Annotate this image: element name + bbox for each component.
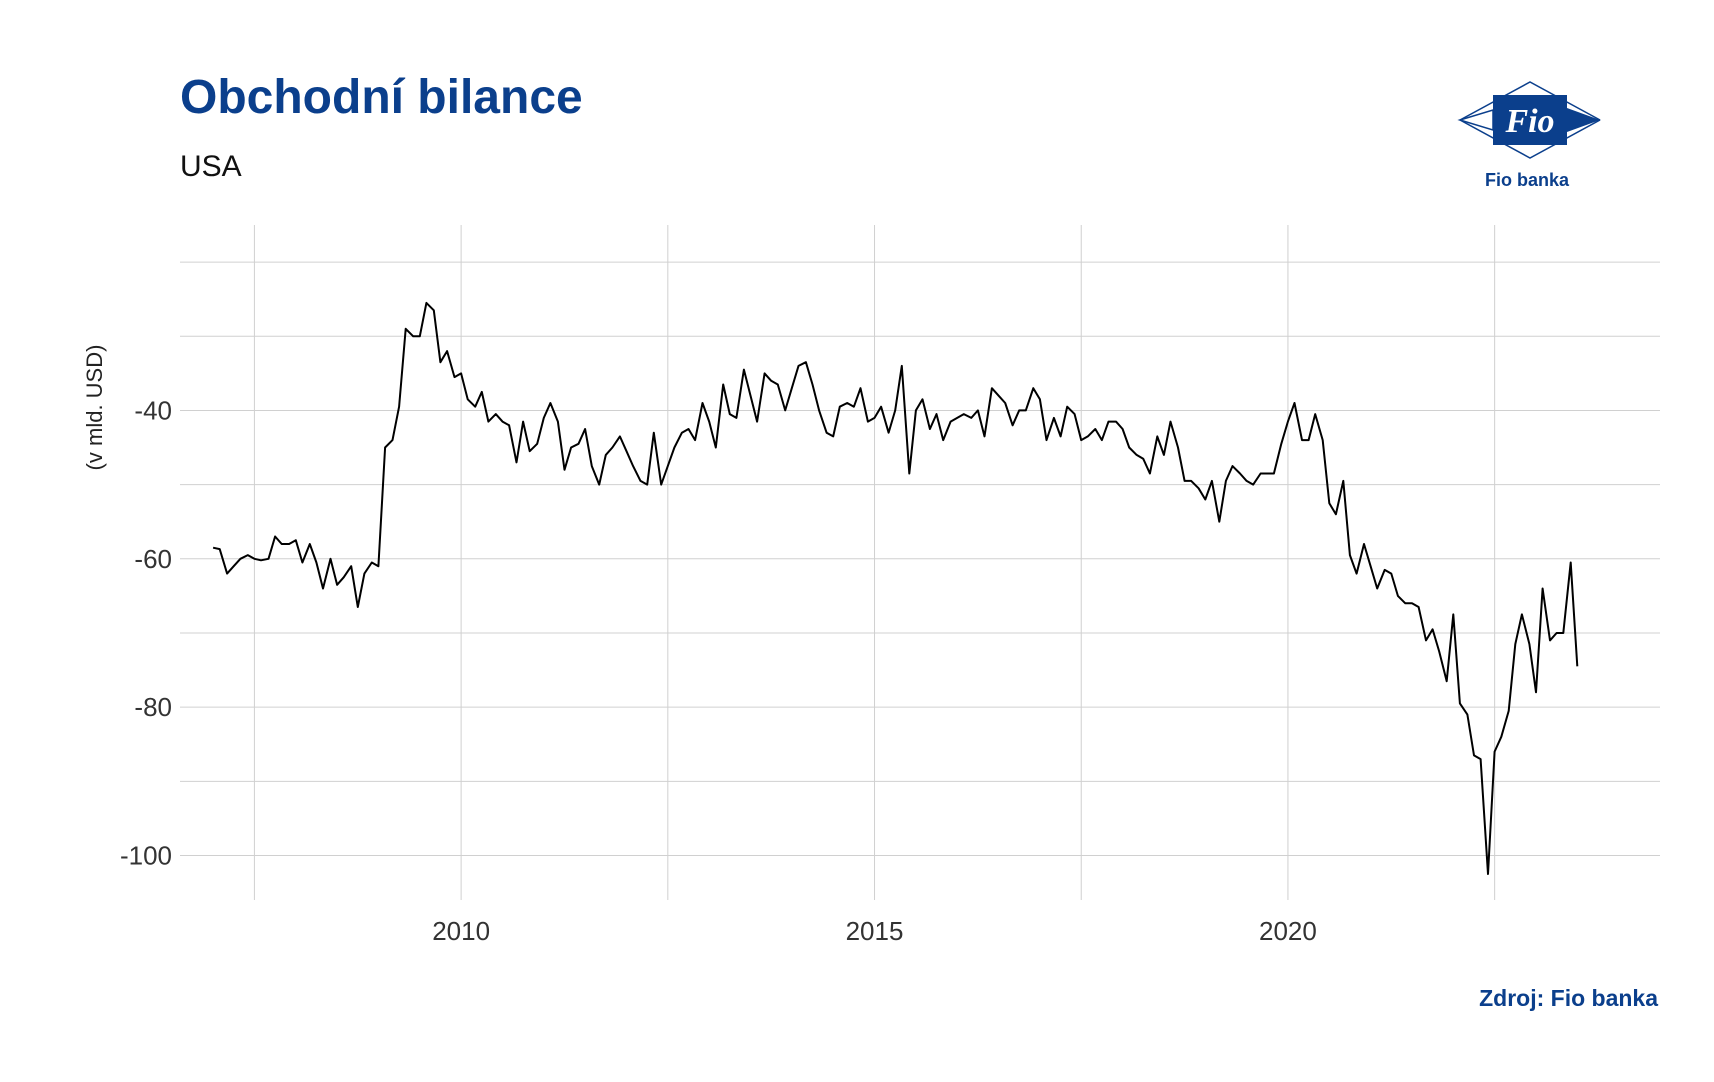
axes: 2010 2015 2020 -100 -80 -60 -40 (v mld. USD)	[82, 345, 1317, 946]
fio-logo-icon: Fio	[1457, 81, 1601, 159]
chart-subtitle: USA	[180, 150, 242, 183]
y-tick-label: -80	[134, 692, 172, 722]
x-tick-label: 2015	[846, 916, 904, 946]
source-note: Zdroj: Fio banka	[1479, 985, 1658, 1011]
x-tick-label: 2010	[432, 916, 490, 946]
grid-lines	[180, 225, 1660, 900]
y-axis-title: (v mld. USD)	[82, 345, 107, 471]
y-tick-label: -100	[120, 840, 172, 870]
series-layer	[212, 301, 1579, 875]
chart-title: Obchodní bilance	[180, 71, 583, 124]
fio-logo-mark: Fio	[1504, 103, 1554, 140]
y-tick-label: -60	[134, 544, 172, 574]
x-tick-label: 2020	[1259, 916, 1317, 946]
y-tick-label: -40	[134, 395, 172, 425]
series-line	[212, 301, 1579, 875]
fio-logo-name: Fio banka	[1485, 170, 1570, 190]
